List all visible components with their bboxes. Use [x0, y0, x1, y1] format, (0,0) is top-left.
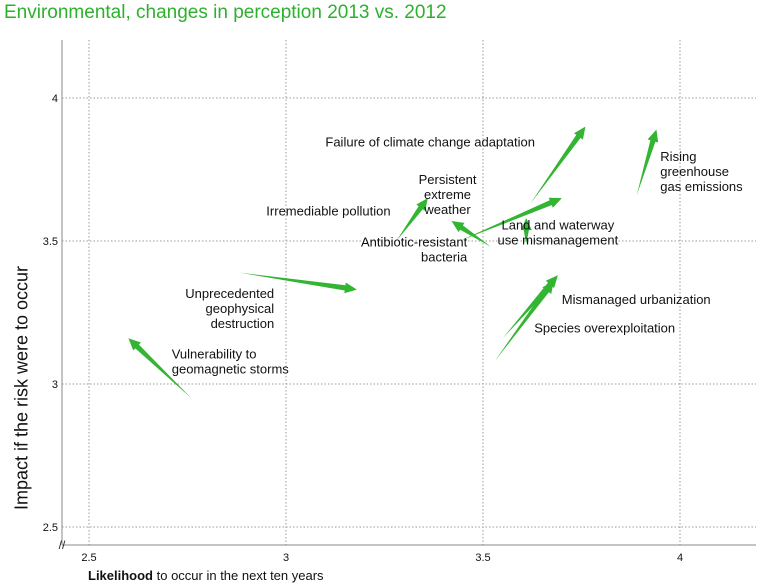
risk-arrow — [238, 272, 357, 294]
y-tick-label: 3.5 — [43, 236, 58, 248]
x-tick-label: 4 — [677, 552, 683, 564]
risk-label: Persistent extreme weather — [419, 172, 477, 217]
risk-arrow — [451, 221, 491, 247]
risk-label: Land and waterway use mismanagement — [498, 218, 619, 248]
risk-arrow — [128, 338, 192, 399]
y-tick-label: 3 — [52, 379, 58, 391]
y-tick-label: 2.5 — [43, 522, 58, 534]
risk-arrow — [520, 218, 532, 244]
risk-arrow — [636, 129, 659, 196]
risk-label: Vulnerability to geomagnetic storms — [172, 346, 290, 376]
x-tick-label: 2.5 — [81, 552, 96, 564]
x-axis-label-bold: Likelihood — [88, 568, 153, 583]
y-axis-label: Impact if the risk were to occur — [11, 265, 32, 511]
risk-label: Irremediable pollution — [266, 203, 390, 218]
risk-arrow — [459, 197, 562, 241]
risk-label: Rising greenhouse gas emissions — [660, 149, 743, 194]
x-tick-label: 3 — [283, 552, 289, 564]
risk-label: Mismanaged urbanization — [562, 292, 711, 307]
risk-label: Unprecedented geophysical destruction — [185, 286, 274, 331]
x-tick-label: 3.5 — [475, 552, 490, 564]
risk-arrow — [396, 198, 428, 241]
risk-label: Antibiotic-resistant bacteria — [361, 235, 468, 265]
y-tick-label: 4 — [52, 93, 58, 105]
x-axis-label: Likelihood to occur in the next ten year… — [88, 568, 324, 583]
risk-arrow — [530, 126, 586, 204]
risk-label: Failure of climate change adaptation — [325, 135, 535, 150]
x-axis-label-rest: to occur in the next ten years — [153, 568, 324, 583]
chart-title: Environmental, changes in perception 201… — [4, 2, 447, 23]
risk-label: Species overexploitation — [534, 321, 675, 336]
risk-arrow — [494, 281, 554, 362]
grid-lines — [62, 40, 756, 545]
axis-break-marker: // — [59, 538, 66, 552]
